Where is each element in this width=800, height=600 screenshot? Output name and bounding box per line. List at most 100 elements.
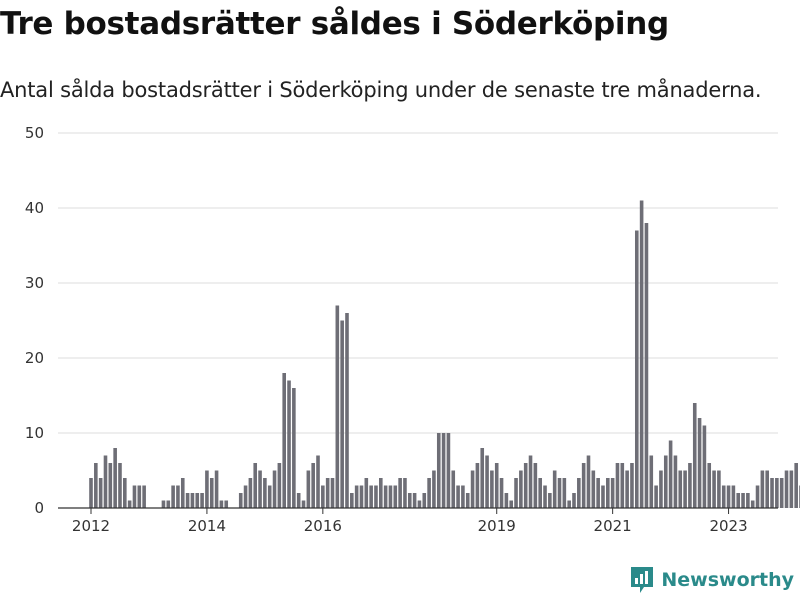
bar	[282, 373, 286, 508]
bar	[374, 485, 378, 508]
y-tick-label: 50	[25, 124, 44, 142]
bar	[267, 485, 272, 508]
bar	[248, 478, 253, 508]
bar	[330, 478, 335, 508]
bar	[741, 493, 745, 508]
bar	[692, 403, 697, 508]
bar	[296, 493, 301, 508]
bar	[567, 500, 571, 508]
bar	[108, 463, 113, 508]
x-tick-label: 2012	[72, 517, 110, 535]
bar	[649, 455, 654, 508]
bar	[113, 448, 117, 508]
bar	[673, 455, 678, 508]
bar	[775, 478, 779, 508]
bar	[277, 463, 282, 508]
bar	[639, 200, 644, 508]
bar	[528, 455, 533, 508]
x-tick-label: 2016	[304, 517, 342, 535]
bar	[137, 485, 142, 508]
bar	[422, 493, 427, 508]
bar	[350, 493, 354, 508]
bar	[755, 485, 760, 508]
x-tick-label: 2023	[709, 517, 747, 535]
bar	[731, 485, 736, 508]
y-tick-label: 10	[25, 424, 44, 442]
bar	[581, 463, 586, 508]
bar	[485, 455, 489, 508]
bar	[272, 470, 277, 508]
bar	[504, 493, 509, 508]
bar	[789, 470, 794, 508]
bar	[451, 470, 456, 508]
bar	[615, 463, 620, 508]
bar	[668, 440, 673, 508]
bar	[765, 470, 769, 508]
bar	[441, 433, 446, 508]
bar	[89, 478, 93, 508]
bar	[480, 448, 485, 508]
bar	[475, 463, 480, 508]
bar	[219, 500, 224, 508]
bar	[610, 478, 615, 508]
bar	[171, 485, 175, 508]
bar	[209, 478, 214, 508]
bar	[726, 485, 731, 508]
bar	[736, 493, 741, 508]
bar	[118, 463, 122, 508]
bar	[123, 478, 127, 508]
bar	[596, 478, 600, 508]
bar	[287, 380, 291, 508]
bar	[461, 485, 465, 508]
bar	[94, 463, 98, 508]
bar	[359, 485, 364, 508]
bar	[707, 463, 712, 508]
bar	[644, 223, 649, 508]
x-tick-label: 2019	[478, 517, 516, 535]
bar	[533, 463, 538, 508]
bar	[379, 478, 383, 508]
bar	[601, 485, 605, 508]
bar	[436, 433, 441, 508]
y-tick-label: 30	[25, 274, 44, 292]
bar	[243, 485, 248, 508]
bar	[746, 493, 750, 508]
bar	[654, 485, 658, 508]
bar	[98, 478, 103, 508]
bar	[456, 485, 460, 508]
bar	[412, 493, 417, 508]
bar	[770, 478, 774, 508]
bar	[190, 493, 195, 508]
bar	[538, 478, 542, 508]
bar	[697, 418, 702, 508]
bar	[214, 470, 219, 508]
bar	[224, 500, 229, 508]
bar	[238, 493, 243, 508]
bar	[465, 493, 470, 508]
y-tick-label: 0	[34, 499, 44, 517]
bar	[519, 470, 523, 508]
bar	[702, 425, 707, 508]
bar	[446, 433, 451, 508]
bar	[180, 478, 185, 508]
bar	[721, 485, 726, 508]
bar	[306, 470, 311, 508]
bar	[620, 463, 625, 508]
bar	[794, 463, 798, 508]
bar	[263, 478, 267, 508]
bar	[325, 478, 330, 508]
bar	[470, 470, 475, 508]
bar	[258, 470, 262, 508]
x-tick-label: 2021	[594, 517, 632, 535]
bar	[417, 500, 422, 508]
bar	[166, 500, 171, 508]
bar	[630, 463, 634, 508]
newsworthy-logo[interactable]: Newsworthy	[629, 562, 794, 598]
x-tick-label: 2014	[188, 517, 226, 535]
bar	[185, 493, 190, 508]
bar	[383, 485, 388, 508]
bar	[494, 463, 499, 508]
bar	[586, 455, 591, 508]
bar	[548, 493, 552, 508]
newsworthy-logo-icon	[631, 567, 654, 593]
